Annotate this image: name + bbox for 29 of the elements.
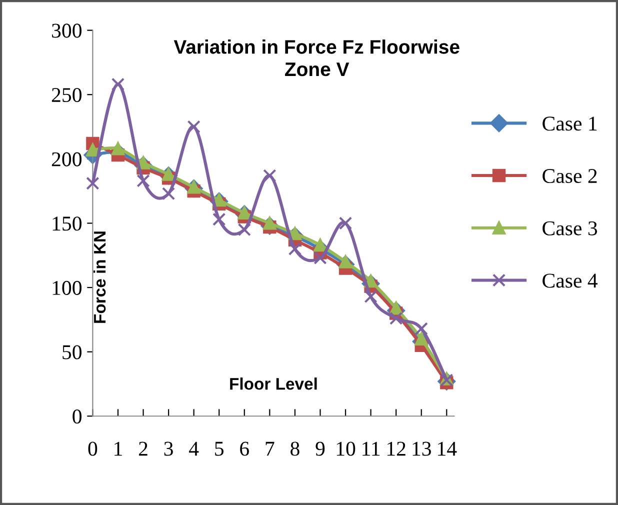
x-tick-label: 7	[266, 442, 274, 456]
x-axis-title: Floor Level	[230, 378, 317, 390]
y-axis-title: Force in KN	[93, 232, 106, 323]
text: Variation in Force Fz Floorwise Zone V	[174, 40, 460, 76]
x-tick-label: 11	[362, 442, 380, 456]
y-tick-label: 200	[52, 152, 82, 166]
y-tick-label: 50	[62, 345, 82, 360]
y-tick-label: 150	[52, 216, 82, 231]
x-tick-label: 14	[438, 442, 457, 456]
x-tick-label: 1	[114, 442, 122, 456]
x-tick-label: 12	[388, 442, 406, 456]
y-tick-label: 100	[52, 280, 82, 295]
x-tick-label: 9	[316, 442, 325, 456]
x-tick-label: 8	[290, 442, 300, 456]
x-tick-label: 2	[138, 442, 148, 456]
y-tick-label: 0	[72, 409, 82, 424]
x-tick-label: 10	[336, 442, 356, 456]
x-tick-label: 4	[189, 442, 199, 456]
x-tick-label: 0	[88, 442, 98, 456]
y-tick-label: 250	[52, 88, 82, 102]
x-tick-label: 3	[164, 442, 173, 456]
legend-label: Case 1	[542, 116, 597, 131]
x-tick-label: 13	[412, 442, 431, 456]
x-tick-label: 5	[215, 442, 224, 456]
legend-label: Case 4	[542, 274, 598, 288]
legend-label: Case 2	[542, 169, 597, 184]
y-tick-label: 300	[52, 24, 82, 38]
x-tick-label: 6	[240, 442, 249, 456]
legend-label: Case 3	[542, 221, 598, 236]
